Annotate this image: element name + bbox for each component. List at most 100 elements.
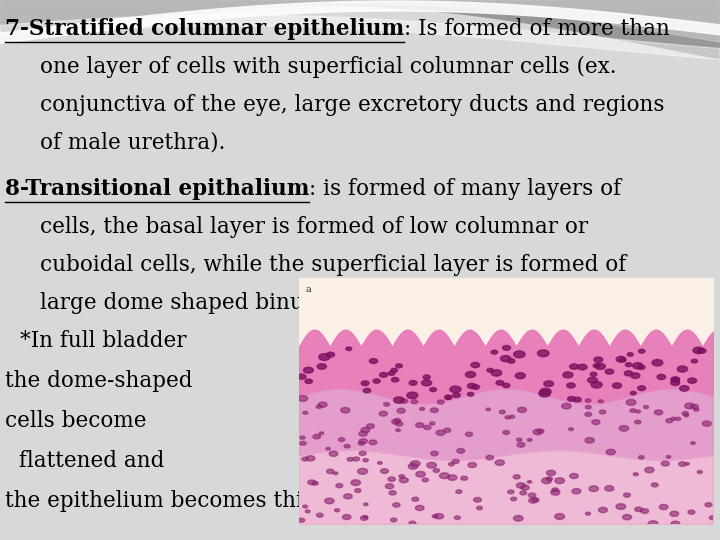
Circle shape bbox=[496, 381, 504, 385]
Circle shape bbox=[313, 434, 320, 439]
Circle shape bbox=[359, 451, 366, 455]
Circle shape bbox=[410, 461, 420, 467]
Circle shape bbox=[333, 472, 338, 475]
Circle shape bbox=[303, 505, 307, 508]
Circle shape bbox=[468, 462, 477, 468]
Circle shape bbox=[319, 432, 324, 435]
Circle shape bbox=[691, 404, 698, 409]
Circle shape bbox=[652, 483, 658, 487]
Circle shape bbox=[369, 359, 377, 363]
Circle shape bbox=[513, 351, 525, 358]
Circle shape bbox=[329, 451, 338, 456]
Circle shape bbox=[297, 374, 306, 379]
Circle shape bbox=[670, 511, 679, 516]
Circle shape bbox=[437, 400, 444, 404]
Circle shape bbox=[420, 407, 425, 410]
Circle shape bbox=[527, 438, 532, 441]
Circle shape bbox=[644, 406, 649, 409]
Circle shape bbox=[432, 515, 438, 518]
Text: the epithelium becomes thinner.: the epithelium becomes thinner. bbox=[5, 490, 358, 512]
Circle shape bbox=[606, 369, 613, 374]
Circle shape bbox=[654, 410, 662, 415]
Circle shape bbox=[616, 356, 626, 362]
Circle shape bbox=[456, 449, 464, 453]
Circle shape bbox=[359, 431, 367, 436]
Circle shape bbox=[639, 456, 644, 459]
Circle shape bbox=[364, 388, 371, 393]
Circle shape bbox=[503, 430, 510, 434]
Circle shape bbox=[671, 417, 676, 420]
Circle shape bbox=[592, 420, 600, 424]
Circle shape bbox=[477, 507, 482, 510]
Circle shape bbox=[516, 483, 526, 488]
Text: *In full bladder: *In full bladder bbox=[20, 330, 186, 352]
Circle shape bbox=[472, 385, 480, 389]
Circle shape bbox=[486, 455, 493, 460]
Circle shape bbox=[453, 393, 460, 397]
Circle shape bbox=[671, 380, 680, 386]
Circle shape bbox=[693, 408, 699, 411]
Circle shape bbox=[392, 420, 400, 424]
Circle shape bbox=[325, 498, 334, 504]
Text: 8-Transitional epithalium: 8-Transitional epithalium bbox=[5, 178, 310, 200]
Circle shape bbox=[400, 399, 408, 403]
Circle shape bbox=[318, 402, 327, 407]
Circle shape bbox=[343, 494, 352, 499]
Circle shape bbox=[500, 355, 511, 362]
Circle shape bbox=[431, 408, 438, 413]
Circle shape bbox=[396, 429, 400, 431]
Circle shape bbox=[369, 440, 377, 444]
Circle shape bbox=[338, 438, 345, 442]
Circle shape bbox=[400, 477, 408, 483]
Circle shape bbox=[300, 441, 306, 445]
Circle shape bbox=[516, 373, 526, 379]
Text: large dome shaped binucleated cells (in empty bladder).: large dome shaped binucleated cells (in … bbox=[40, 292, 657, 314]
Circle shape bbox=[562, 403, 571, 409]
Circle shape bbox=[361, 381, 369, 386]
Circle shape bbox=[495, 460, 505, 465]
Circle shape bbox=[679, 462, 686, 467]
Circle shape bbox=[570, 364, 579, 369]
Circle shape bbox=[347, 457, 354, 461]
Circle shape bbox=[518, 407, 526, 413]
Circle shape bbox=[354, 489, 361, 492]
Circle shape bbox=[570, 474, 578, 478]
Circle shape bbox=[688, 378, 697, 383]
Circle shape bbox=[474, 497, 482, 502]
Circle shape bbox=[452, 460, 459, 463]
Circle shape bbox=[698, 348, 706, 353]
Circle shape bbox=[327, 469, 334, 474]
Circle shape bbox=[540, 388, 551, 395]
Circle shape bbox=[591, 382, 602, 388]
Circle shape bbox=[633, 363, 643, 369]
Circle shape bbox=[450, 386, 461, 393]
Circle shape bbox=[467, 393, 474, 396]
Circle shape bbox=[486, 408, 490, 411]
Circle shape bbox=[433, 469, 439, 472]
Circle shape bbox=[684, 414, 688, 417]
Circle shape bbox=[351, 480, 361, 485]
Circle shape bbox=[395, 422, 402, 426]
Circle shape bbox=[491, 370, 502, 376]
Circle shape bbox=[399, 475, 405, 478]
Circle shape bbox=[312, 482, 318, 485]
Circle shape bbox=[456, 490, 462, 494]
Circle shape bbox=[623, 515, 631, 520]
Circle shape bbox=[326, 352, 335, 357]
Circle shape bbox=[448, 475, 457, 481]
Circle shape bbox=[336, 484, 343, 488]
Circle shape bbox=[544, 381, 554, 387]
Circle shape bbox=[335, 509, 340, 512]
Circle shape bbox=[637, 365, 645, 369]
Text: one layer of cells with superficial columnar cells (ex.: one layer of cells with superficial colu… bbox=[40, 56, 616, 78]
Circle shape bbox=[585, 512, 590, 515]
Circle shape bbox=[444, 428, 451, 433]
Circle shape bbox=[528, 493, 536, 497]
Circle shape bbox=[465, 432, 472, 436]
Circle shape bbox=[508, 490, 514, 494]
Circle shape bbox=[537, 429, 544, 433]
Circle shape bbox=[709, 516, 716, 519]
Circle shape bbox=[595, 363, 606, 369]
Circle shape bbox=[593, 363, 600, 368]
Circle shape bbox=[634, 420, 641, 424]
